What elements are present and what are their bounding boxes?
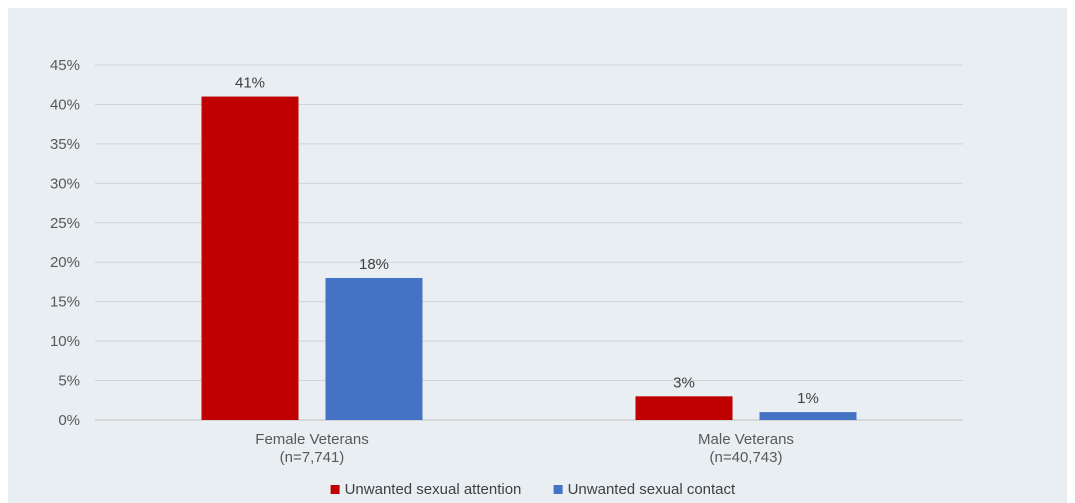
legend-swatch [330,485,340,494]
y-tick-label: 25% [50,215,80,232]
legend-swatch [553,485,563,494]
data-label: 41% [235,75,265,92]
data-label: 3% [673,374,695,391]
bar [325,278,423,420]
y-tick-label: 15% [50,294,80,311]
y-tick-label: 10% [50,333,80,350]
data-label: 1% [797,390,819,407]
x-category-label: (n=40,743) [710,449,783,466]
bar [635,396,733,420]
bar [201,96,299,421]
legend-label: Unwanted sexual contact [568,481,736,498]
x-category-label: Female Veterans [255,431,368,448]
y-tick-label: 0% [58,412,80,429]
x-category-label: Male Veterans [698,431,794,448]
y-tick-label: 40% [50,96,80,113]
bar [759,412,857,420]
y-tick-label: 35% [50,136,80,153]
y-tick-label: 30% [50,175,80,192]
x-category-label: (n=7,741) [280,449,345,466]
y-tick-label: 20% [50,254,80,271]
data-label: 18% [359,256,389,273]
y-tick-label: 45% [50,57,80,74]
y-tick-label: 5% [58,373,80,390]
legend-label: Unwanted sexual attention [345,481,522,498]
